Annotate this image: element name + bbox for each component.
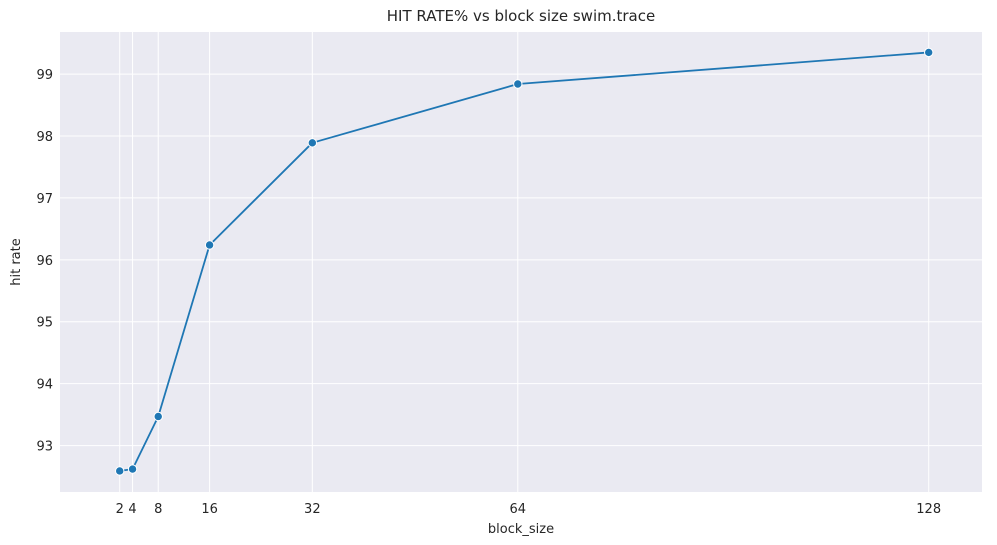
y-tick-label: 99 xyxy=(36,68,53,83)
y-axis-label: hit rate xyxy=(9,238,24,286)
x-tick-label: 32 xyxy=(304,502,321,517)
x-tick-label: 16 xyxy=(201,502,218,517)
data-point xyxy=(204,240,215,250)
x-tick-label: 8 xyxy=(154,502,162,517)
data-point xyxy=(153,411,163,422)
y-tick-label: 98 xyxy=(36,130,53,145)
x-tick-label: 64 xyxy=(510,502,527,517)
x-tick-label: 4 xyxy=(128,502,136,517)
data-point xyxy=(127,464,138,474)
plot-area xyxy=(60,32,982,492)
data-point xyxy=(513,79,523,89)
y-tick-label: 95 xyxy=(36,316,53,331)
y-axis-ticks: 93 94 95 96 97 98 99 xyxy=(36,68,53,454)
y-tick-label: 93 xyxy=(36,440,53,455)
series-layer xyxy=(115,47,934,476)
data-point xyxy=(115,466,125,476)
y-tick-label: 96 xyxy=(36,254,53,269)
y-tick-label: 97 xyxy=(36,192,53,207)
x-tick-label: 2 xyxy=(116,502,124,517)
data-point xyxy=(924,47,934,58)
x-axis-ticks: 2 4 8 16 32 64 128 xyxy=(116,502,942,517)
gridlines xyxy=(60,32,982,492)
data-point xyxy=(307,138,318,148)
x-tick-label: 128 xyxy=(916,502,941,517)
x-axis-label: block_size xyxy=(488,522,554,537)
chart-title: HIT RATE% vs block size swim.trace xyxy=(387,7,655,25)
y-tick-label: 94 xyxy=(36,378,53,393)
